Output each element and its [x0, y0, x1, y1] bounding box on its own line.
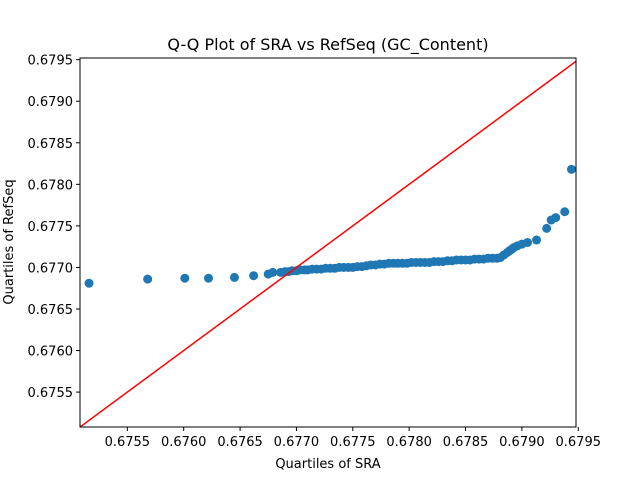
plot-area: [79, 57, 577, 428]
x-tick-label: 0.6795: [556, 435, 602, 450]
y-tick-label: 0.6780: [28, 178, 74, 193]
x-tick-label: 0.6785: [443, 435, 489, 450]
data-point: [204, 273, 214, 283]
y-tick-label: 0.6770: [28, 261, 74, 276]
scatter-points: [84, 164, 576, 288]
data-point: [560, 207, 570, 217]
y-tick-label: 0.6790: [28, 95, 74, 110]
data-point: [180, 273, 190, 283]
data-point: [523, 238, 533, 247]
data-point: [532, 235, 542, 245]
x-tick-label: 0.6770: [274, 435, 320, 450]
data-point: [249, 271, 259, 281]
data-point: [551, 213, 561, 223]
reference-line: [80, 60, 576, 427]
x-tick-label: 0.6780: [386, 435, 432, 450]
x-tick-label: 0.6775: [330, 435, 376, 450]
y-axis-ticks: 0.6755 0.6760 0.6765 0.6770 0.6775 0.6780 0.67…: [28, 54, 80, 401]
x-axis-ticks: 0.6755 0.6760 0.6765 0.6770 0.6775 0.6780 0.67…: [105, 427, 601, 450]
y-tick-label: 0.6755: [28, 386, 74, 401]
y-tick-label: 0.6785: [28, 137, 74, 152]
y-tick-label: 0.6760: [28, 345, 74, 360]
data-point: [229, 272, 239, 282]
y-tick-label: 0.6795: [28, 54, 74, 69]
x-tick-label: 0.6765: [217, 435, 263, 450]
plot-frame: [79, 57, 577, 428]
data-point: [566, 164, 576, 174]
chart-title: Q-Q Plot of SRA vs RefSeq (GC_Content): [167, 35, 488, 55]
x-tick-label: 0.6755: [105, 435, 151, 450]
x-axis-label: Quartiles of SRA: [275, 457, 380, 472]
data-point: [84, 278, 94, 288]
y-axis-label: Quartiles of RefSeq: [2, 179, 17, 304]
x-tick-label: 0.6760: [161, 435, 207, 450]
data-point: [268, 267, 278, 277]
y-tick-label: 0.6775: [28, 220, 74, 235]
x-tick-label: 0.6790: [499, 435, 545, 450]
data-point: [542, 223, 552, 233]
y-tick-label: 0.6765: [28, 303, 74, 318]
data-point: [143, 274, 153, 284]
